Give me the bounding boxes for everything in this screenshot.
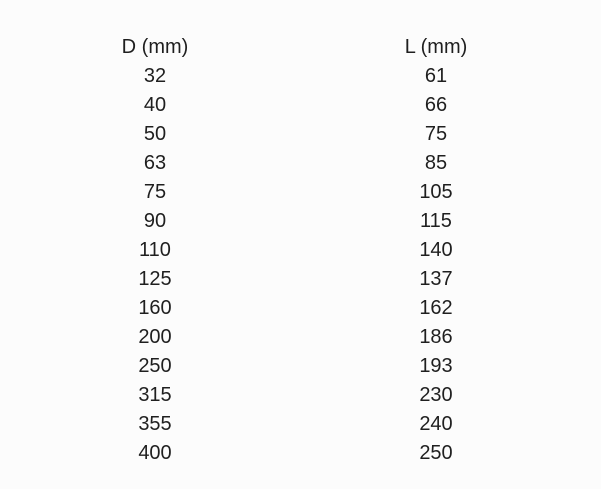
l-value: 162 (419, 297, 453, 319)
d-value: 32 (143, 65, 167, 87)
d-value: 400 (138, 442, 172, 464)
l-value: 140 (419, 239, 453, 261)
d-value: 75 (143, 181, 167, 203)
column-d-header: D (mm) (121, 36, 189, 58)
l-value: 240 (419, 413, 453, 435)
d-value: 160 (138, 297, 172, 319)
d-value: 110 (139, 239, 171, 261)
l-value: 230 (419, 384, 453, 406)
column-d: D (mm) 32 40 50 63 75 90 110 125 160 200… (80, 33, 230, 468)
column-l-header: L (mm) (404, 36, 468, 58)
l-value: 75 (424, 123, 448, 145)
d-value: 250 (138, 355, 172, 377)
l-value: 66 (424, 94, 448, 116)
d-value: 125 (138, 268, 172, 290)
l-value: 137 (419, 268, 453, 290)
d-value: 40 (143, 94, 167, 116)
column-l: L (mm) 61 66 75 85 105 115 140 137 162 1… (361, 33, 511, 468)
l-value: 115 (420, 210, 452, 232)
l-value: 193 (419, 355, 453, 377)
l-value: 186 (419, 326, 453, 348)
l-value: 105 (419, 181, 453, 203)
d-value: 90 (143, 210, 167, 232)
d-value: 200 (138, 326, 172, 348)
d-value: 63 (143, 152, 167, 174)
l-value: 85 (424, 152, 448, 174)
l-value: 61 (424, 65, 448, 87)
d-value: 315 (138, 384, 172, 406)
d-value: 50 (143, 123, 167, 145)
l-value: 250 (419, 442, 453, 464)
d-value: 355 (138, 413, 172, 435)
